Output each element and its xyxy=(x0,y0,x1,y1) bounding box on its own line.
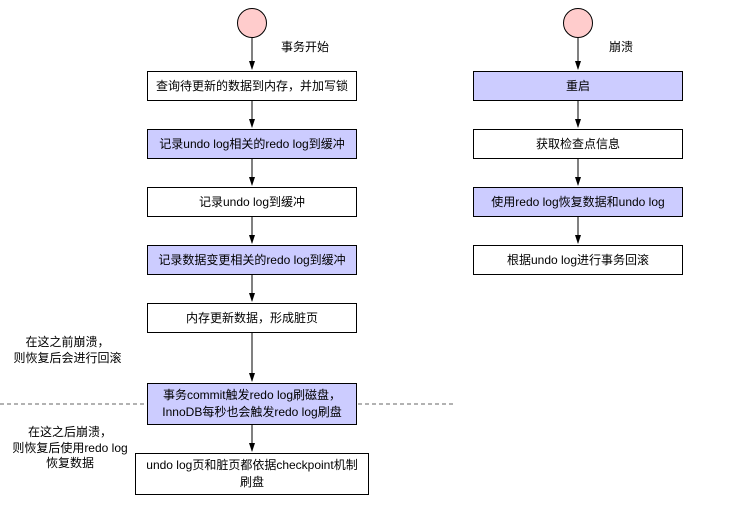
node-l6: 事务commit触发redo log刷磁盘， InnoDB每秒也会触发redo … xyxy=(147,383,357,425)
node-r3-text: 使用redo log恢复数据和undo log xyxy=(491,194,664,211)
node-l4: 记录数据变更相关的redo log到缓冲 xyxy=(147,245,357,275)
node-l2-text: 记录undo log相关的redo log到缓冲 xyxy=(159,136,344,153)
start-label-right: 崩溃 xyxy=(601,40,641,56)
node-r2-text: 获取检查点信息 xyxy=(536,136,620,153)
side-label-1-text: 在这之前崩溃， 则恢复后会进行回滚 xyxy=(13,335,121,365)
node-l6-text: 事务commit触发redo log刷磁盘， InnoDB每秒也会触发redo … xyxy=(162,387,341,421)
node-l7-text: undo log页和脏页都依据checkpoint机制 刷盘 xyxy=(146,457,357,491)
node-l5: 内存更新数据，形成脏页 xyxy=(147,303,357,333)
node-l5-text: 内存更新数据，形成脏页 xyxy=(186,310,318,327)
start-circle-right xyxy=(563,8,593,38)
node-r2: 获取检查点信息 xyxy=(473,129,683,159)
side-label-1: 在这之前崩溃， 则恢复后会进行回滚 xyxy=(5,335,130,366)
node-l4-text: 记录数据变更相关的redo log到缓冲 xyxy=(158,252,345,269)
node-l7: undo log页和脏页都依据checkpoint机制 刷盘 xyxy=(135,453,369,495)
side-label-2: 在这之后崩溃， 则恢复后使用redo log 恢复数据 xyxy=(5,425,135,472)
side-label-2-text: 在这之后崩溃， 则恢复后使用redo log 恢复数据 xyxy=(12,425,127,470)
node-r4: 根据undo log进行事务回滚 xyxy=(473,245,683,275)
node-l1: 查询待更新的数据到内存，并加写锁 xyxy=(147,71,357,101)
node-r3: 使用redo log恢复数据和undo log xyxy=(473,187,683,217)
start-label-left: 事务开始 xyxy=(275,40,335,56)
start-circle-left xyxy=(237,8,267,38)
node-r1-text: 重启 xyxy=(566,78,590,95)
node-l1-text: 查询待更新的数据到内存，并加写锁 xyxy=(156,78,348,95)
node-r1: 重启 xyxy=(473,71,683,101)
node-l2: 记录undo log相关的redo log到缓冲 xyxy=(147,129,357,159)
node-l3: 记录undo log到缓冲 xyxy=(147,187,357,217)
node-r4-text: 根据undo log进行事务回滚 xyxy=(507,252,649,269)
node-l3-text: 记录undo log到缓冲 xyxy=(199,194,305,211)
